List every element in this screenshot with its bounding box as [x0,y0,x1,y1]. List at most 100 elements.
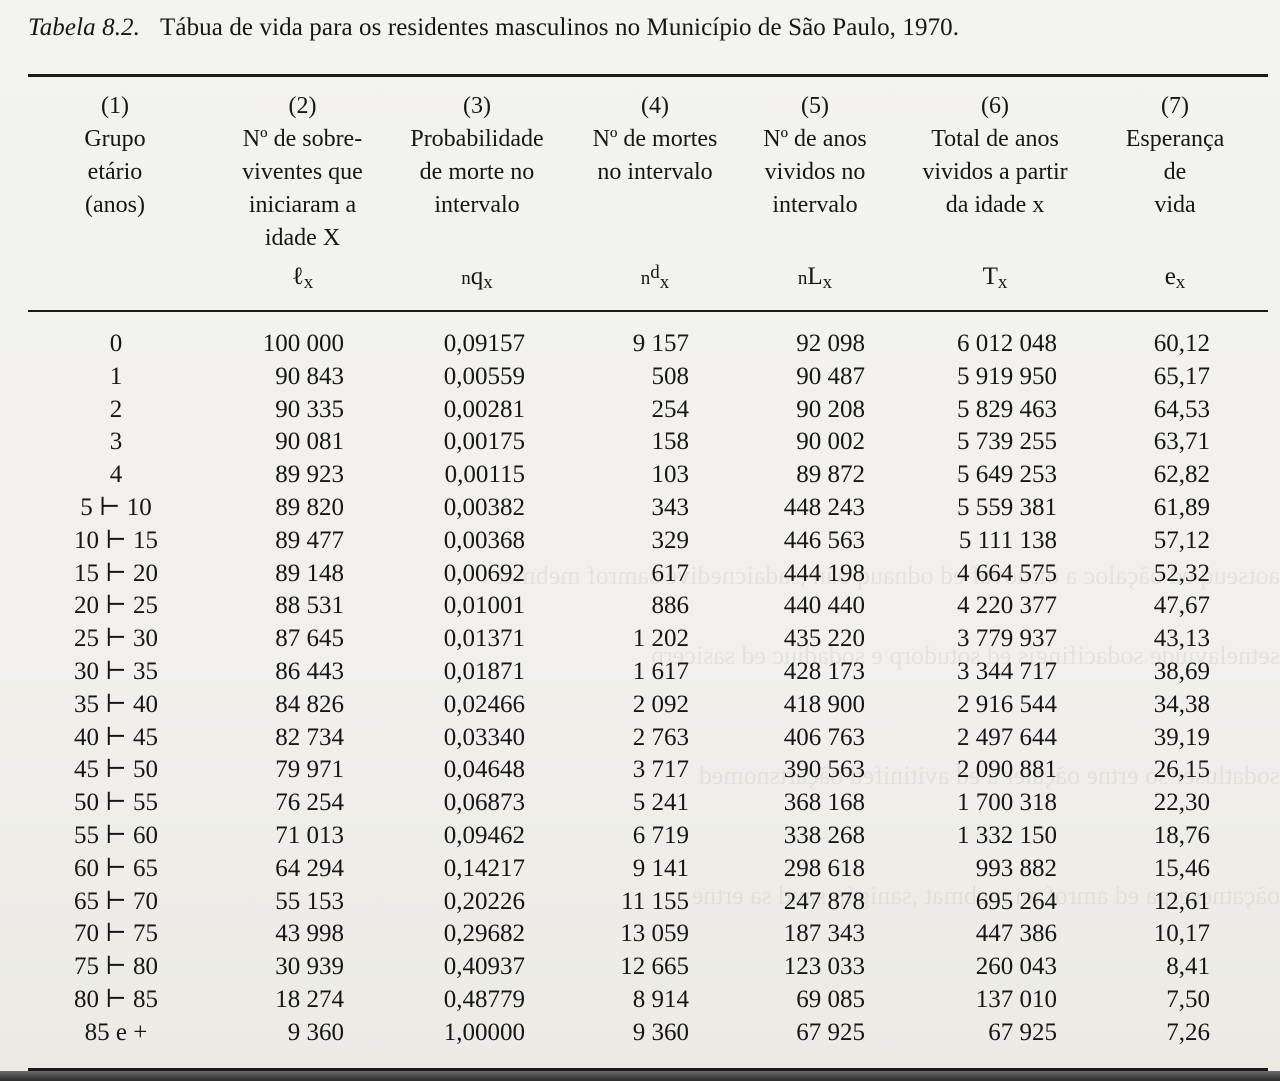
cell-death-probability: 0,00281 [443,395,525,423]
column-header-life-expectancy: (7) Esperança de vida ex [1110,90,1240,293]
cell-total-years: 3 779 937 [957,625,1057,653]
cell-deaths: 11 155 [621,887,689,915]
cell-total-years: 5 829 463 [957,395,1057,423]
cell-death-probability: 0,09157 [443,330,525,357]
cell-total-years: 5 919 950 [957,362,1057,390]
column-title-line: Nº de sobre- [242,126,363,152]
cell-survivors: 9 360 [287,1018,344,1046]
cell-years-lived: 298 618 [783,854,865,882]
cell-years-lived: 89 872 [796,461,865,489]
cell-years-lived: 440 440 [783,592,865,620]
cell-age-group: 0 [109,330,123,357]
column-title-line: (anos) [85,192,145,218]
cell-age-group: 80 ⊢ 85 [74,985,158,1013]
cell-deaths: 9 157 [632,330,689,357]
cell-total-years: 137 010 [975,985,1057,1013]
column-title-line: vividos a partir [922,159,1068,185]
column-title-line: Total de anos [931,126,1059,152]
cell-life-expectancy: 22,30 [1153,789,1210,817]
cell-death-probability: 0,00559 [443,362,525,390]
column-title-line: de [1163,159,1187,185]
table-row: 10 ⊢ 15 89 477 0,00368 329 446 563 5 111 138 5… [0,525,1280,558]
cell-years-lived: 435 220 [783,625,865,653]
cell-survivors: 90 081 [275,428,344,456]
cell-years-lived: 446 563 [783,526,865,554]
cell-age-group: 75 ⊢ 80 [74,953,158,981]
table-row: 60 ⊢ 65 64 294 0,14217 9 141 298 618 993 882 1… [0,853,1280,886]
column-title-line: no intervalo [597,159,713,185]
cell-survivors: 100 000 [262,330,344,357]
column-title-line: Probabilidade [410,126,544,152]
column-symbol: nLx [797,263,833,293]
cell-deaths: 329 [651,526,690,554]
column-title-line: iniciaram a [248,192,357,218]
table-row: 4 89 923 0,00115 103 89 872 5 649 253 62,82 [0,459,1280,492]
cell-death-probability: 0,00382 [443,493,525,521]
cell-years-lived: 67 925 [796,1018,865,1046]
table-body: 0 100 000 0,09157 9 157 92 098 6 012 048 60,12… [0,328,1280,1050]
cell-survivors: 30 939 [275,953,344,981]
table-row: 65 ⊢ 70 55 153 0,20226 11 155 247 878 695 264… [0,886,1280,919]
column-number: (2) [288,93,317,119]
column-title-line: vida [1154,192,1196,218]
column-title-line: vividos no [764,159,866,185]
cell-death-probability: 0,06873 [443,789,525,817]
cell-total-years: 3 344 717 [957,657,1057,685]
column-symbol: Tx [982,263,1008,293]
cell-age-group: 25 ⊢ 30 [74,625,158,653]
column-number: (1) [101,93,129,119]
cell-deaths: 1 617 [632,657,689,685]
cell-years-lived: 90 208 [796,395,865,423]
cell-years-lived: 448 243 [783,493,865,521]
cell-age-group: 70 ⊢ 75 [74,920,158,948]
cell-total-years: 2 090 881 [957,756,1057,784]
cell-survivors: 18 274 [275,985,344,1013]
cell-deaths: 9 360 [632,1018,689,1046]
cell-years-lived: 338 268 [783,821,865,849]
column-header-years-lived: (5) Nº de anos vividos no intervalo nLx [740,90,890,293]
column-title-line: Esperança [1125,126,1225,152]
column-title-line: Nº de anos [763,126,867,152]
column-header-survivors: (2) Nº de sobre- viventes que iniciaram … [220,90,385,293]
cell-death-probability: 0,01001 [443,592,525,620]
column-title-line: Grupo [84,126,146,152]
cell-survivors: 88 531 [275,592,344,620]
table-caption: Tabela 8.2. Tábua de vida para os residen… [28,14,959,42]
cell-life-expectancy: 15,46 [1153,854,1210,882]
column-header-deaths: (4) Nº de mortes no intervalo ndx [570,90,740,293]
column-symbol: nqx [461,263,493,293]
cell-life-expectancy: 18,76 [1153,821,1210,849]
cell-deaths: 2 763 [632,723,689,751]
cell-death-probability: 0,00368 [443,526,525,554]
cell-total-years: 1 700 318 [957,789,1057,817]
cell-survivors: 76 254 [275,789,344,817]
cell-death-probability: 0,04648 [443,756,525,784]
cell-life-expectancy: 62,82 [1153,461,1210,489]
cell-total-years: 5 739 255 [957,428,1057,456]
cell-survivors: 82 734 [275,723,344,751]
cell-age-group: 15 ⊢ 20 [74,559,158,587]
cell-years-lived: 406 763 [783,723,865,751]
cell-deaths: 103 [651,461,690,489]
cell-years-lived: 390 563 [783,756,865,784]
table-row: 25 ⊢ 30 87 645 0,01371 1 202 435 220 3 779 93… [0,623,1280,656]
column-title-line: intervalo [434,192,520,218]
cell-life-expectancy: 7,26 [1166,1018,1210,1046]
cell-survivors: 43 998 [275,920,344,948]
cell-age-group: 1 [109,362,123,390]
cell-death-probability: 0,20226 [443,887,525,915]
table-row: 3 90 081 0,00175 158 90 002 5 739 255 63,71 [0,426,1280,459]
cell-total-years: 6 012 048 [957,330,1057,357]
cell-life-expectancy: 61,89 [1153,493,1210,521]
cell-age-group: 60 ⊢ 65 [74,854,158,882]
column-title-line: etário [87,159,143,185]
cell-life-expectancy: 63,71 [1153,428,1210,456]
cell-survivors: 90 843 [275,362,344,390]
table-row: 5 ⊢ 10 89 820 0,00382 343 448 243 5 559 381 61… [0,492,1280,525]
cell-age-group: 55 ⊢ 60 [74,821,158,849]
cell-death-probability: 0,01371 [443,625,525,653]
table-row: 85 e + 9 360 1,00000 9 360 67 925 67 925 7,26 [0,1017,1280,1050]
cell-age-group: 50 ⊢ 55 [74,789,158,817]
cell-survivors: 84 826 [275,690,344,718]
